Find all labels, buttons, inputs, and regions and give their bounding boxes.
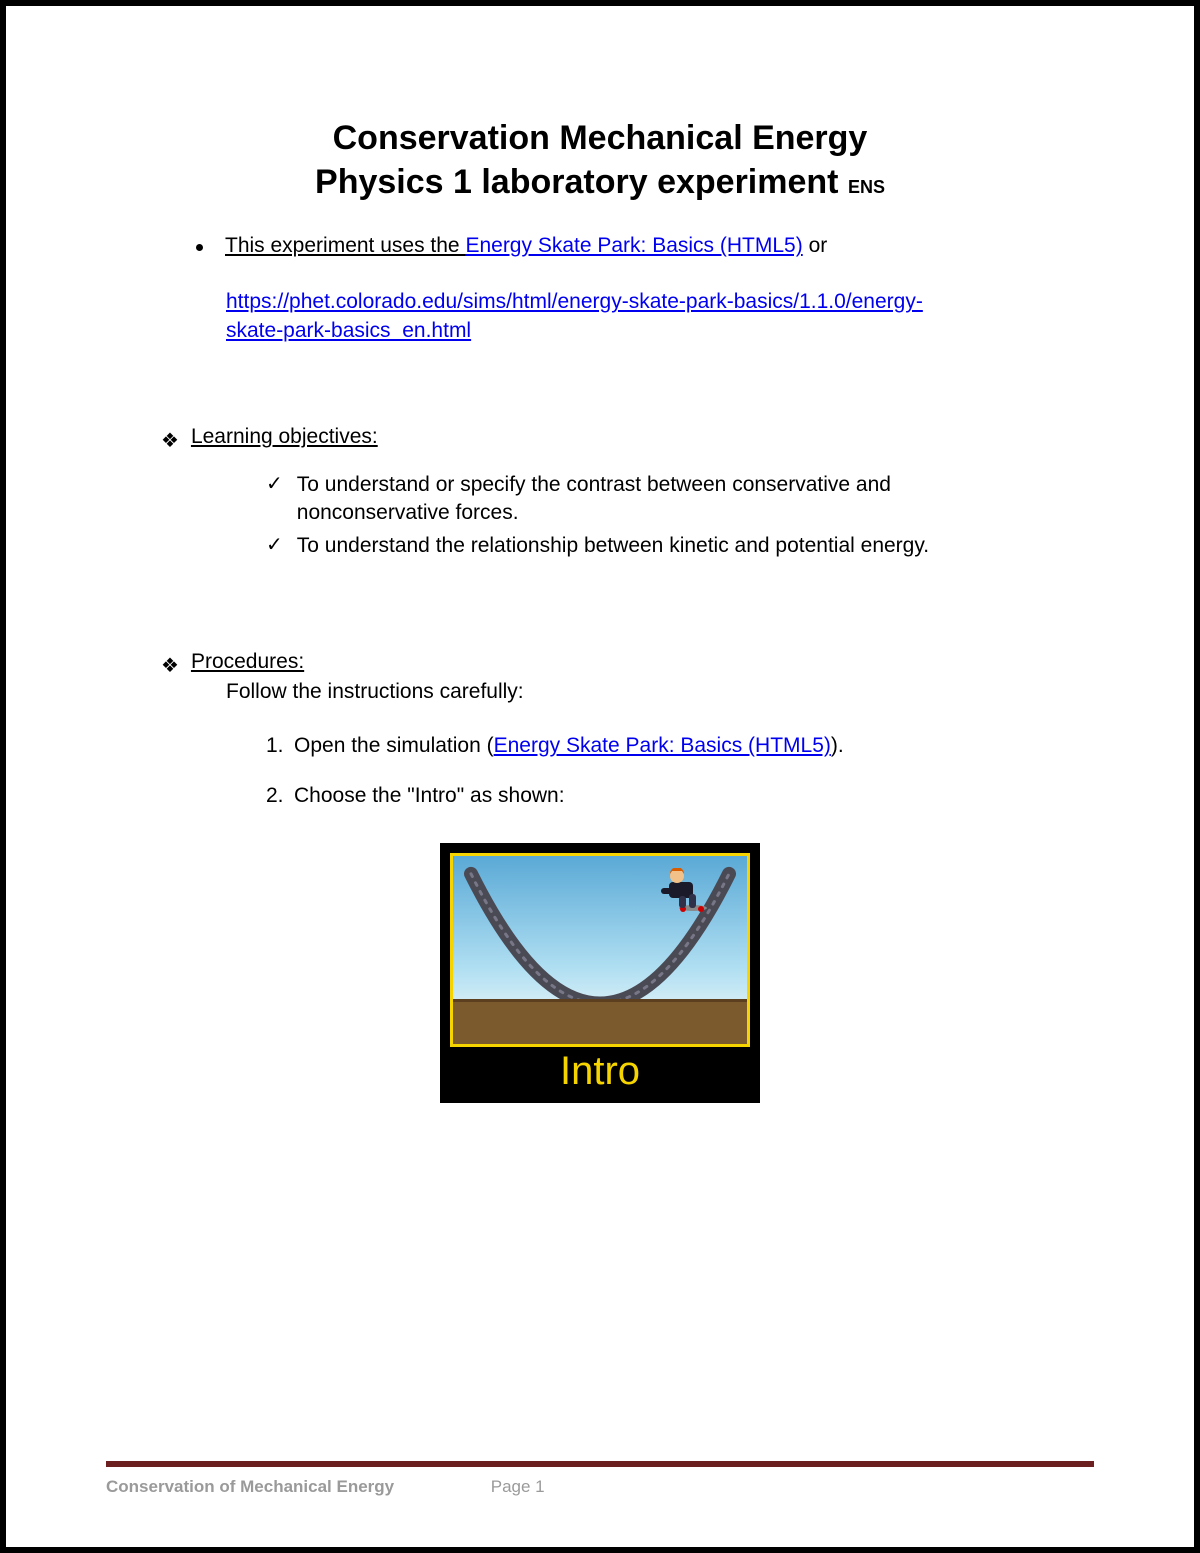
intro-suffix: or <box>803 234 828 257</box>
url-block: https://phet.colorado.edu/sims/html/ener… <box>226 288 926 345</box>
step-number: 1. <box>266 730 294 762</box>
intro-prefix: This experiment uses the <box>225 234 465 257</box>
step-link[interactable]: Energy Skate Park: Basics (HTML5) <box>494 734 831 757</box>
learning-heading: Learning objectives: <box>191 425 378 449</box>
intro-scene <box>450 853 750 1047</box>
objective-text: To understand the relationship between k… <box>297 532 929 560</box>
title-suffix: ENS <box>848 177 885 197</box>
check-icon: ✓ <box>266 471 283 498</box>
objective-item: ✓ To understand or specify the contrast … <box>266 471 986 528</box>
intro-link[interactable]: Energy Skate Park: Basics (HTML5) <box>465 234 802 257</box>
diamond-icon: ❖ <box>161 428 179 453</box>
step-prefix: Open the simulation ( <box>294 734 494 757</box>
bullet-icon <box>196 244 203 251</box>
procedures-heading: Procedures: <box>191 650 304 674</box>
footer-page-label: Page 1 <box>491 1477 545 1496</box>
step-row: 2. Choose the "Intro" as shown: <box>266 780 1094 812</box>
step-text: Choose the "Intro" as shown: <box>294 780 565 812</box>
ground <box>453 999 747 1044</box>
page-footer: Conservation of Mechanical Energy Page 1 <box>106 1461 1094 1497</box>
title-line-2: Physics 1 laboratory experiment ENS <box>106 160 1094 204</box>
title-line-1: Conservation Mechanical Energy <box>106 116 1094 160</box>
title-block: Conservation Mechanical Energy Physics 1… <box>106 116 1094 204</box>
procedures-section-row: ❖ Procedures: <box>161 650 1094 678</box>
document-page: Conservation Mechanical Energy Physics 1… <box>0 0 1200 1553</box>
footer-doc-title: Conservation of Mechanical Energy <box>106 1477 486 1497</box>
check-icon: ✓ <box>266 532 283 559</box>
intro-bullet-text: This experiment uses the Energy Skate Pa… <box>225 234 1094 258</box>
intro-bullet-row: This experiment uses the Energy Skate Pa… <box>196 234 1094 258</box>
procedures-follow: Follow the instructions carefully: <box>226 680 1094 704</box>
footer-text: Conservation of Mechanical Energy Page 1 <box>106 1477 1094 1497</box>
objective-text: To understand or specify the contrast be… <box>297 471 986 528</box>
procedure-steps: 1. Open the simulation (Energy Skate Par… <box>266 730 1094 811</box>
intro-figure: Intro <box>440 843 760 1103</box>
step-row: 1. Open the simulation (Energy Skate Par… <box>266 730 1094 762</box>
learning-section-row: ❖ Learning objectives: <box>161 425 1094 453</box>
skater-icon <box>649 868 709 914</box>
step-suffix: ). <box>831 734 844 757</box>
title-main: Physics 1 laboratory experiment <box>315 163 838 201</box>
objective-item: ✓ To understand the relationship between… <box>266 532 986 560</box>
step-number: 2. <box>266 780 294 812</box>
diamond-icon: ❖ <box>161 653 179 678</box>
step-body: Open the simulation (Energy Skate Park: … <box>294 730 844 762</box>
learning-objectives-list: ✓ To understand or specify the contrast … <box>266 471 986 560</box>
intro-label: Intro <box>450 1047 750 1093</box>
footer-rule <box>106 1461 1094 1467</box>
url-link[interactable]: https://phet.colorado.edu/sims/html/ener… <box>226 290 923 341</box>
